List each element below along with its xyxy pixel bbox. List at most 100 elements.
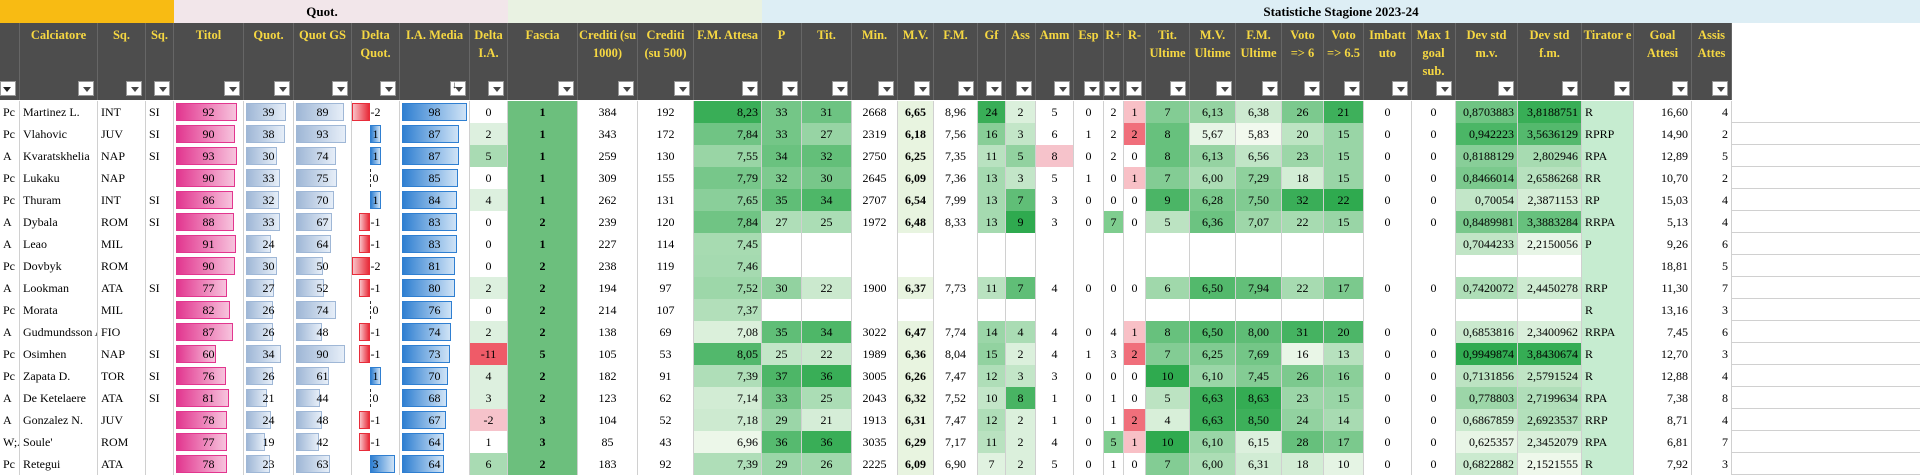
cell-dsmv[interactable]: 0,7044233 bbox=[1456, 233, 1518, 255]
cell-team[interactable]: ATA bbox=[98, 277, 146, 299]
cell-amm[interactable] bbox=[1036, 255, 1074, 277]
cell-fascia[interactable]: 2 bbox=[508, 453, 578, 475]
cell-dsmv[interactable]: 0,70054 bbox=[1456, 189, 1518, 211]
cell-min[interactable]: 3022 bbox=[852, 321, 898, 343]
cell-dsfm[interactable] bbox=[1518, 255, 1582, 277]
filter-dropdown-icon[interactable] bbox=[1054, 81, 1070, 96]
cell-dia[interactable]: 0 bbox=[470, 101, 508, 123]
cell-v6[interactable]: 18 bbox=[1282, 167, 1324, 189]
cell-imb[interactable]: 0 bbox=[1364, 189, 1412, 211]
cell-rp[interactable] bbox=[1104, 233, 1124, 255]
cell-dsfm[interactable]: 3,3883284 bbox=[1518, 211, 1582, 233]
cell-imb[interactable]: 0 bbox=[1364, 145, 1412, 167]
cell-rm[interactable]: 0 bbox=[1124, 211, 1146, 233]
cell-assa[interactable]: 7 bbox=[1692, 431, 1732, 453]
cell-fascia[interactable]: 1 bbox=[508, 101, 578, 123]
cell-dsmv[interactable]: 0,942223 bbox=[1456, 123, 1518, 145]
cell-tir[interactable]: P bbox=[1582, 233, 1634, 255]
cell-mv[interactable]: 6,47 bbox=[898, 321, 934, 343]
cell-fm[interactable]: 8,04 bbox=[934, 343, 978, 365]
cell-cr500[interactable]: 120 bbox=[638, 211, 694, 233]
header-delta[interactable]: Delta Quot. bbox=[352, 23, 400, 78]
cell-player[interactable]: De Ketelaere bbox=[20, 387, 98, 409]
cell-sq[interactable] bbox=[146, 321, 174, 343]
cell-sq[interactable]: SI bbox=[146, 145, 174, 167]
cell-gf[interactable]: 12 bbox=[978, 409, 1006, 431]
cell-v65[interactable]: 17 bbox=[1324, 431, 1364, 453]
cell-dsfm[interactable]: 3,8188751 bbox=[1518, 101, 1582, 123]
cell-amm[interactable]: 3 bbox=[1036, 211, 1074, 233]
header-mv[interactable]: M.V. bbox=[898, 23, 934, 78]
cell-player[interactable]: Retegui bbox=[20, 453, 98, 475]
filter-dropdown-icon[interactable] bbox=[1104, 81, 1120, 96]
cell-esp[interactable]: 1 bbox=[1074, 167, 1104, 189]
cell-rp[interactable] bbox=[1104, 255, 1124, 277]
cell-quot[interactable]: 19 bbox=[244, 431, 294, 453]
cell-min[interactable]: 2225 bbox=[852, 453, 898, 475]
cell-dsfm[interactable]: 2,4450278 bbox=[1518, 277, 1582, 299]
cell-tit[interactable]: 90 bbox=[174, 167, 244, 189]
cell-fascia[interactable]: 1 bbox=[508, 189, 578, 211]
cell-rm[interactable]: 0 bbox=[1124, 365, 1146, 387]
cell-mv[interactable]: 6,25 bbox=[898, 145, 934, 167]
cell-ga[interactable]: 7,38 bbox=[1634, 387, 1692, 409]
cell-player[interactable]: Dybala bbox=[20, 211, 98, 233]
cell-delta[interactable]: -1 bbox=[352, 211, 400, 233]
cell-dsmv[interactable]: 0,8489981 bbox=[1456, 211, 1518, 233]
cell-p[interactable]: 29 bbox=[762, 409, 802, 431]
cell-max1[interactable]: 0 bbox=[1412, 431, 1456, 453]
cell-rm[interactable]: 1 bbox=[1124, 167, 1146, 189]
cell-amm[interactable]: 1 bbox=[1036, 409, 1074, 431]
cell-quot[interactable]: 24 bbox=[244, 409, 294, 431]
cell-sq[interactable] bbox=[146, 255, 174, 277]
cell-team[interactable]: JUV bbox=[98, 409, 146, 431]
cell-mvu[interactable]: 6,00 bbox=[1190, 453, 1236, 475]
cell-ga[interactable]: 15,03 bbox=[1634, 189, 1692, 211]
cell-tir[interactable]: RP bbox=[1582, 189, 1634, 211]
cell-sq[interactable]: SI bbox=[146, 387, 174, 409]
cell-rp[interactable]: 0 bbox=[1104, 365, 1124, 387]
header-v6[interactable]: Voto => 6 bbox=[1282, 23, 1324, 78]
cell-mvu[interactable]: 6,50 bbox=[1190, 321, 1236, 343]
cell-fmu[interactable]: 8,00 bbox=[1236, 321, 1282, 343]
header-team[interactable]: Sq. bbox=[98, 23, 146, 78]
cell-gf[interactable]: 11 bbox=[978, 431, 1006, 453]
cell-sq[interactable] bbox=[146, 167, 174, 189]
cell-dia[interactable]: 6 bbox=[470, 453, 508, 475]
cell-v6[interactable]: 26 bbox=[1282, 101, 1324, 123]
cell-tir[interactable]: R bbox=[1582, 453, 1634, 475]
cell-fascia[interactable]: 2 bbox=[508, 211, 578, 233]
cell-fma[interactable]: 7,37 bbox=[694, 299, 762, 321]
cell-fmu[interactable]: 6,56 bbox=[1236, 145, 1282, 167]
filter-dropdown-icon[interactable] bbox=[1392, 81, 1408, 96]
cell-titu[interactable]: 8 bbox=[1146, 321, 1190, 343]
cell-quotgs[interactable]: 63 bbox=[294, 453, 352, 475]
cell-assa[interactable]: 7 bbox=[1692, 277, 1732, 299]
cell-delta[interactable]: 0 bbox=[352, 167, 400, 189]
cell-v65[interactable]: 17 bbox=[1324, 277, 1364, 299]
cell-fm[interactable]: 7,56 bbox=[934, 123, 978, 145]
cell-rp[interactable]: 1 bbox=[1104, 453, 1124, 475]
cell-assa[interactable]: 2 bbox=[1692, 167, 1732, 189]
cell-quot[interactable]: 30 bbox=[244, 255, 294, 277]
cell-dsfm[interactable]: 2,7199634 bbox=[1518, 387, 1582, 409]
cell-cr500[interactable]: 69 bbox=[638, 321, 694, 343]
cell-dsmv[interactable]: 0,625357 bbox=[1456, 431, 1518, 453]
cell-mv[interactable]: 6,29 bbox=[898, 431, 934, 453]
cell-dsmv[interactable] bbox=[1456, 299, 1518, 321]
cell-dia[interactable]: 5 bbox=[470, 145, 508, 167]
cell-iam[interactable]: 74 bbox=[400, 321, 470, 343]
cell-iam[interactable]: 83 bbox=[400, 233, 470, 255]
cell-fm[interactable]: 7,52 bbox=[934, 387, 978, 409]
cell-mvu[interactable] bbox=[1190, 299, 1236, 321]
cell-dsfm[interactable]: 2,1521555 bbox=[1518, 453, 1582, 475]
cell-quot[interactable]: 26 bbox=[244, 321, 294, 343]
header-max1[interactable]: Max 1 goal sub. bbox=[1412, 23, 1456, 78]
cell-max1[interactable]: 0 bbox=[1412, 365, 1456, 387]
cell-dsmv[interactable]: 0,8466014 bbox=[1456, 167, 1518, 189]
cell-tir[interactable]: RRP bbox=[1582, 277, 1634, 299]
cell-tit[interactable]: 78 bbox=[174, 409, 244, 431]
cell-v6[interactable]: 23 bbox=[1282, 387, 1324, 409]
cell-sq[interactable]: SI bbox=[146, 189, 174, 211]
cell-quot[interactable]: 26 bbox=[244, 365, 294, 387]
